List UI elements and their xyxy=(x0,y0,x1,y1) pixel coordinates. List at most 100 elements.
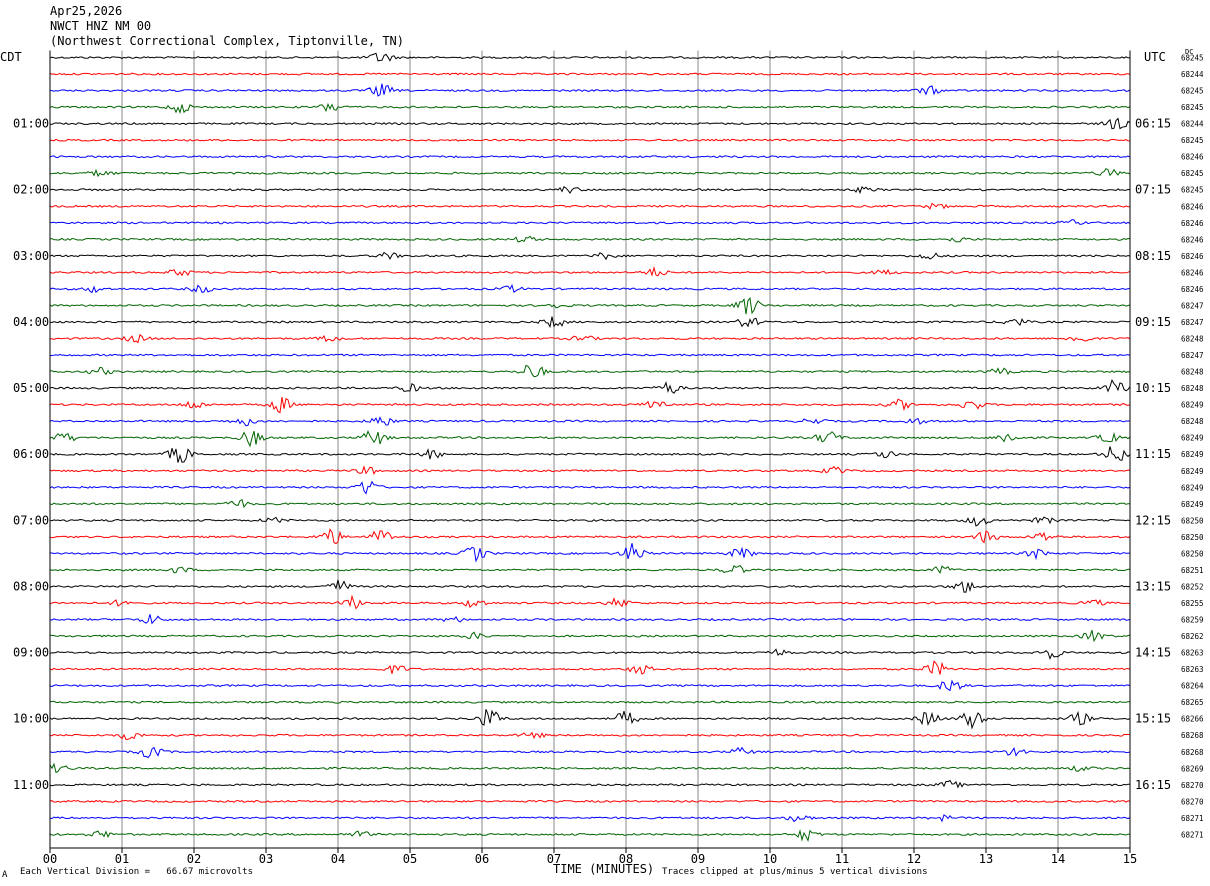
axis-labels: 00 01 02 03 04 05 06 07 08 09 10 11 12 13 14 15 01:00 02:… xyxy=(13,54,1204,867)
dc-offset-label: 68263 xyxy=(1181,665,1204,674)
trace-line-35 xyxy=(49,630,1131,643)
dc-offset-label: 68245 xyxy=(1181,186,1204,195)
trace-line-15 xyxy=(49,297,1131,315)
trace-line-17 xyxy=(49,333,1131,344)
dc-offset-label: 68249 xyxy=(1181,467,1204,476)
trace-line-46 xyxy=(49,814,1131,823)
trace-line-18 xyxy=(49,353,1131,357)
trace-line-29 xyxy=(49,528,1131,545)
dc-offset-label: 68245 xyxy=(1181,87,1204,96)
trace-line-8 xyxy=(49,186,1131,195)
dc-offset-label: 68246 xyxy=(1181,252,1204,261)
trace-line-2 xyxy=(49,83,1131,97)
dc-offset-label: 68249 xyxy=(1181,500,1204,509)
x-tick-label-12: 12 xyxy=(907,852,921,866)
trace-line-25 xyxy=(49,465,1131,476)
x-tick-label-06: 06 xyxy=(475,852,489,866)
dc-offset-label: 68269 xyxy=(1181,764,1204,773)
x-tick-label-00: 00 xyxy=(43,852,57,866)
trace-line-10 xyxy=(49,219,1131,225)
right-hour-label: 12:15 xyxy=(1135,513,1171,527)
dc-offset-label: 68246 xyxy=(1181,153,1204,162)
left-hour-label: 08:00 xyxy=(13,579,49,593)
clipping-note: Traces clipped at plus/minus 5 vertical … xyxy=(662,867,928,877)
trace-line-19 xyxy=(49,364,1131,378)
x-tick-label-03: 03 xyxy=(259,852,273,866)
dc-column-label: DC xyxy=(1185,48,1194,56)
trace-line-6 xyxy=(49,155,1131,159)
dc-offset-label: 68270 xyxy=(1181,797,1204,806)
trace-line-22 xyxy=(49,416,1131,427)
right-hour-label: 16:15 xyxy=(1135,778,1171,792)
trace-line-34 xyxy=(49,614,1131,625)
trace-line-13 xyxy=(49,266,1131,277)
dc-offset-label: 68244 xyxy=(1181,120,1204,129)
x-tick-label-11: 11 xyxy=(835,852,849,866)
dc-offset-label: 68245 xyxy=(1181,54,1204,63)
left-hour-label: 07:00 xyxy=(13,513,49,527)
dc-offset-label: 68246 xyxy=(1181,219,1204,228)
left-hour-label: 05:00 xyxy=(13,381,49,395)
dc-offset-label: 68265 xyxy=(1181,698,1204,707)
right-hour-label: 08:15 xyxy=(1135,249,1171,263)
dc-offset-label: 68247 xyxy=(1181,301,1204,310)
left-hour-label: 09:00 xyxy=(13,646,49,660)
dc-offset-label: 68246 xyxy=(1181,285,1204,294)
trace-line-26 xyxy=(49,480,1131,495)
dc-offset-label: 68247 xyxy=(1181,351,1204,360)
left-hour-label: 11:00 xyxy=(13,778,49,792)
trace-line-23 xyxy=(49,429,1131,448)
right-hour-label: 07:15 xyxy=(1135,183,1171,197)
station-code: NWCT HNZ NM 00 xyxy=(50,19,152,33)
trace-line-28 xyxy=(49,516,1131,527)
trace-line-14 xyxy=(49,283,1131,294)
trace-line-20 xyxy=(49,378,1131,394)
dc-offset-label: 68266 xyxy=(1181,715,1204,724)
dc-offset-label: 68250 xyxy=(1181,549,1204,558)
right-timezone-label: UTC xyxy=(1144,50,1166,64)
dc-offset-label: 68264 xyxy=(1181,682,1204,691)
trace-line-11 xyxy=(49,235,1131,243)
grid xyxy=(121,50,1059,848)
dc-offset-label: 68248 xyxy=(1181,417,1204,426)
right-hour-label: 10:15 xyxy=(1135,381,1171,395)
dc-offset-label: 68249 xyxy=(1181,434,1204,443)
station-location: (Northwest Correctional Complex, Tiptonv… xyxy=(50,34,405,48)
dc-offset-label: 68255 xyxy=(1181,599,1204,608)
trace-line-38 xyxy=(49,679,1131,692)
x-tick-label-14: 14 xyxy=(1051,852,1065,866)
dc-offset-label: 68250 xyxy=(1181,533,1204,542)
dc-offset-label: 68246 xyxy=(1181,268,1204,277)
right-hour-label: 15:15 xyxy=(1135,712,1171,726)
chart-date: Apr25,2026 xyxy=(50,4,123,18)
dc-offset-label: 68263 xyxy=(1181,649,1204,658)
trace-line-37 xyxy=(49,660,1131,675)
dc-offset-label: 68252 xyxy=(1181,582,1204,591)
trace-line-31 xyxy=(49,564,1131,574)
right-hour-label: 14:15 xyxy=(1135,646,1171,660)
dc-offset-label: 68249 xyxy=(1181,450,1204,459)
trace-line-27 xyxy=(49,498,1131,509)
x-tick-label-10: 10 xyxy=(763,852,777,866)
dc-offset-label: 68262 xyxy=(1181,632,1204,641)
dc-offset-label: 68250 xyxy=(1181,516,1204,525)
right-hour-label: 09:15 xyxy=(1135,315,1171,329)
dc-offset-label: 68248 xyxy=(1181,335,1204,344)
dc-offset-label: 68247 xyxy=(1181,318,1204,327)
trace-line-36 xyxy=(49,648,1131,661)
trace-line-5 xyxy=(49,138,1130,142)
dc-offset-label: 68271 xyxy=(1181,814,1204,823)
dc-offset-label: 68270 xyxy=(1181,781,1204,790)
trace-line-45 xyxy=(49,799,1131,803)
left-hour-label: 10:00 xyxy=(13,712,49,726)
dc-offset-label: 68268 xyxy=(1181,748,1204,757)
x-tick-label-04: 04 xyxy=(331,852,345,866)
x-tick-label-15: 15 xyxy=(1123,852,1137,866)
dc-offset-label: 68271 xyxy=(1181,830,1204,839)
trace-line-40 xyxy=(49,709,1131,730)
x-tick-label-09: 09 xyxy=(691,852,705,866)
left-hour-label: 01:00 xyxy=(13,117,49,131)
dc-offset-label: 68248 xyxy=(1181,368,1204,377)
trace-line-16 xyxy=(49,316,1131,329)
